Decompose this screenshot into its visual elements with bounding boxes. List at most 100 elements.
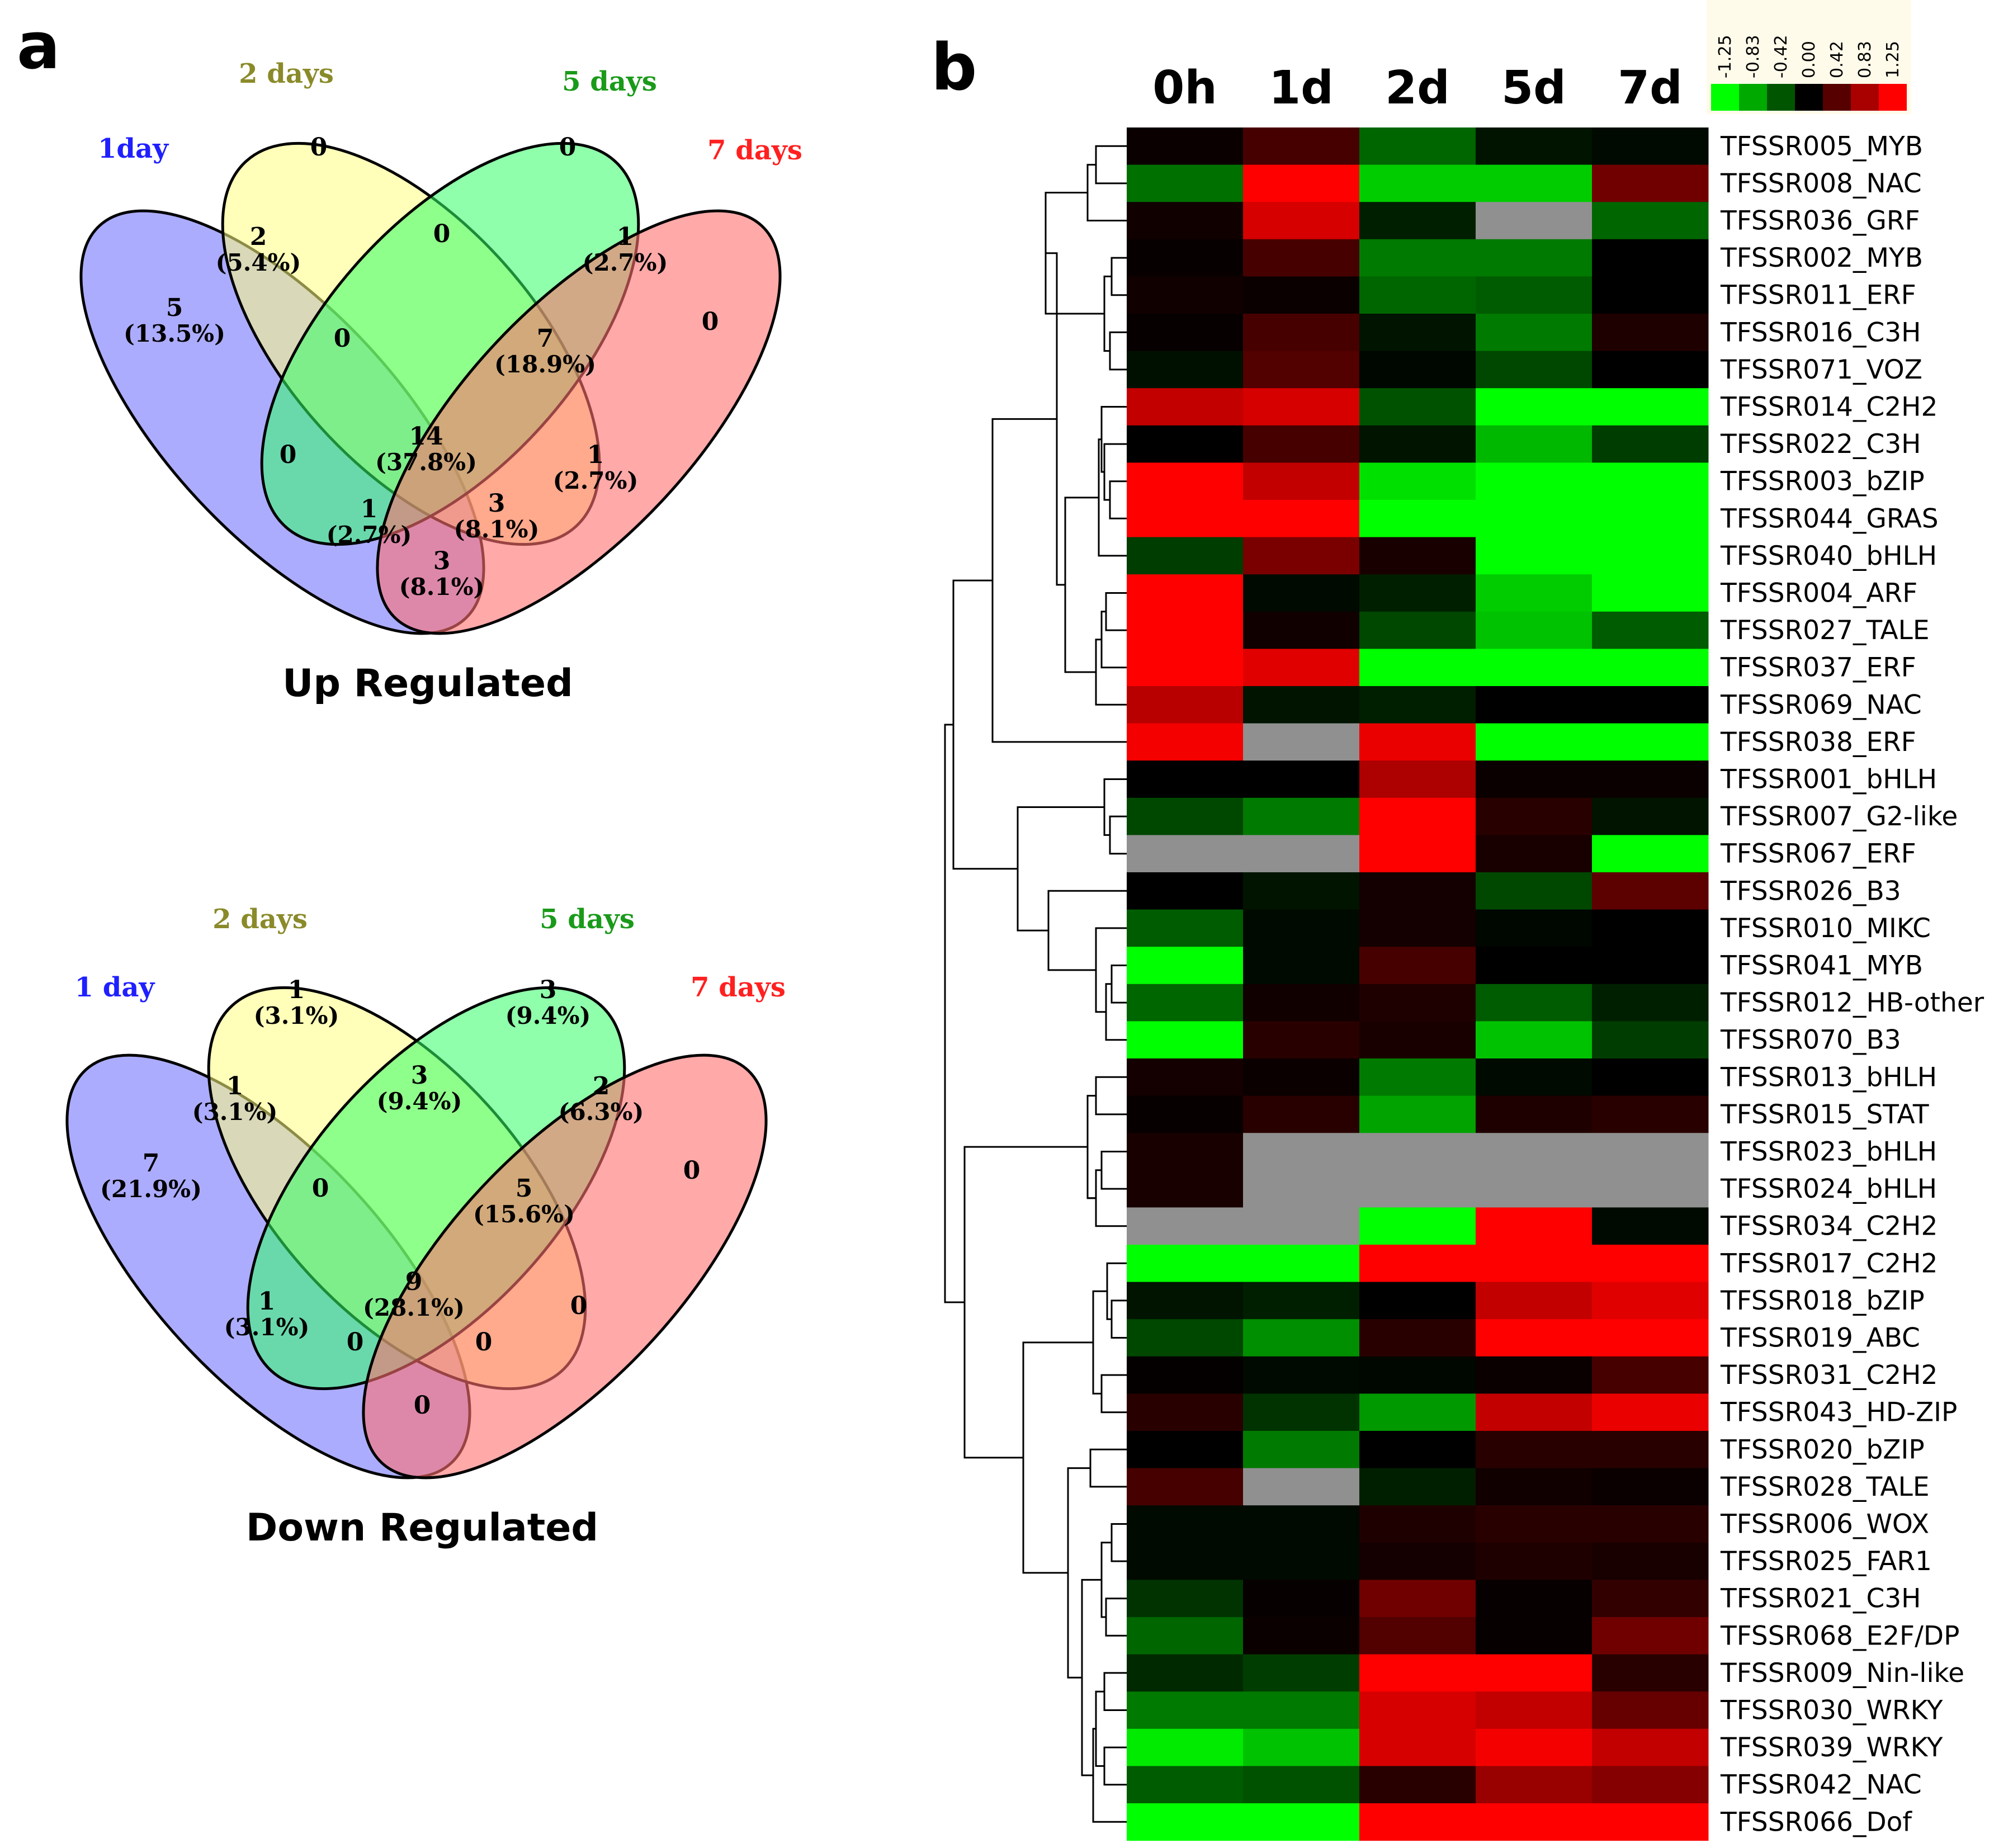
- heatmap-cell: [1592, 537, 1709, 575]
- heatmap-cell: [1127, 611, 1244, 649]
- heatmap-cell: [1243, 1356, 1360, 1394]
- heatmap-cell: [1592, 1728, 1709, 1766]
- legend-tick-label: 0.83: [1855, 41, 1875, 78]
- heatmap-cell: [1476, 909, 1593, 947]
- heatmap-cell: [1592, 1766, 1709, 1804]
- dendrogram-branch: [1022, 1341, 1093, 1574]
- heatmap-cell: [1243, 1691, 1360, 1729]
- heatmap-row-label: TFSSR015_STAT: [1720, 1099, 1929, 1130]
- heatmap-row-label: TFSSR011_ERF: [1720, 280, 1916, 311]
- heatmap-row-label: TFSSR009_Nin-like: [1720, 1658, 1964, 1689]
- heatmap-cell: [1243, 500, 1360, 538]
- heatmap-row-label: TFSSR028_TALE: [1720, 1472, 1930, 1502]
- heatmap-row-label: TFSSR020_bZIP: [1720, 1434, 1925, 1465]
- heatmap-cell: [1476, 537, 1593, 575]
- venn-up-count-BC: 0: [433, 220, 451, 248]
- heatmap-cell: [1359, 537, 1476, 575]
- heatmap-cell: [1243, 1207, 1360, 1245]
- heatmap-cell: [1359, 1505, 1476, 1543]
- heatmap-cell: [1127, 537, 1244, 575]
- heatmap-cell: [1592, 1431, 1709, 1469]
- dendrogram-branch: [1103, 1672, 1127, 1711]
- heatmap-cell: [1476, 1282, 1593, 1320]
- heatmap-cell: [1592, 1654, 1709, 1692]
- heatmap-row-label: TFSSR001_bHLH: [1720, 764, 1937, 795]
- venn-up-pct-BCD: (18.9%): [494, 351, 596, 378]
- venn-down-pct-BCD: (15.6%): [473, 1201, 575, 1228]
- heatmap-row-label: TFSSR010_MIKC: [1720, 913, 1931, 944]
- heatmap-cell: [1592, 1058, 1709, 1096]
- heatmap-column-label: 2d: [1385, 62, 1450, 115]
- heatmap-cell: [1127, 1803, 1244, 1841]
- dendrogram-branch: [1111, 257, 1127, 296]
- venn-down-pct-ABCD: (28.1%): [363, 1294, 465, 1321]
- heatmap-cell: [1592, 909, 1709, 947]
- heatmap-cell: [1243, 1245, 1360, 1283]
- heatmap-cell: [1476, 1133, 1593, 1171]
- heatmap-cell: [1592, 276, 1709, 314]
- legend-tick-label: 0.42: [1827, 41, 1847, 78]
- venn-down-pct-CD: (6.3%): [559, 1098, 644, 1126]
- heatmap-row-label: TFSSR018_bZIP: [1720, 1285, 1925, 1316]
- heatmap-row-label: TFSSR006_WOX: [1720, 1509, 1929, 1540]
- heatmap-cell: [1127, 1691, 1244, 1729]
- heatmap-cell: [1127, 1133, 1244, 1171]
- heatmap-cell: [1243, 984, 1360, 1022]
- heatmap-cell: [1476, 1654, 1593, 1692]
- heatmap-cell: [1592, 1170, 1709, 1208]
- venn-down-count-CD: 2: [593, 1072, 610, 1100]
- venn-down-label-5days: 5 days: [540, 904, 635, 935]
- venn-up-count-B: 0: [310, 133, 328, 162]
- heatmap-cell: [1592, 314, 1709, 352]
- dendrogram-branch: [963, 1146, 1088, 1459]
- heatmap-cell: [1359, 574, 1476, 612]
- dendrogram-branch: [1098, 438, 1127, 557]
- heatmap-cell: [1127, 1431, 1244, 1469]
- heatmap-cell: [1127, 1207, 1244, 1245]
- dendrogram-branch: [1092, 1290, 1107, 1395]
- heatmap-row-labels: TFSSR005_MYB TFSSR008_NAC TFSSR036_GRF TFSS…: [1720, 131, 1984, 1837]
- heatmap-cell: [1243, 909, 1360, 947]
- heatmap-cell: [1127, 202, 1244, 240]
- legend-swatch: [1739, 84, 1767, 111]
- venn-down-count-AC: 1: [258, 1287, 276, 1316]
- venn-up-count-D: 0: [702, 308, 719, 336]
- heatmap-cell: [1127, 947, 1244, 985]
- venn-up-region-labels: 0 02(5.4%)0 1(2.7%)5(13.5%) 0 7(18.9%)0014(3…: [124, 133, 719, 601]
- heatmap-cell: [1243, 1021, 1360, 1059]
- heatmap-cell: [1476, 500, 1593, 538]
- heatmap-cell: [1592, 1393, 1709, 1431]
- heatmap-cell: [1476, 1542, 1593, 1580]
- heatmap-cell: [1592, 835, 1709, 873]
- heatmap-cell: [1243, 574, 1360, 612]
- heatmap-row-label: TFSSR014_C2H2: [1720, 392, 1938, 423]
- heatmap-cell: [1243, 1431, 1360, 1469]
- dendrogram-branch: [1089, 1448, 1127, 1488]
- heatmap-cell: [1243, 388, 1360, 426]
- heatmap-cell: [1359, 723, 1476, 761]
- heatmap-cell: [1359, 909, 1476, 947]
- heatmap-cell: [1359, 1654, 1476, 1692]
- legend-swatch: [1823, 84, 1851, 111]
- heatmap-cell: [1243, 947, 1360, 985]
- heatmap-row-label: TFSSR021_C3H: [1720, 1584, 1921, 1614]
- dendrogram-branch: [1047, 890, 1127, 971]
- heatmap-cell: [1592, 1282, 1709, 1320]
- venn-down-ellipse-7days: [362, 1053, 768, 1480]
- venn-up-count-ACD: 1: [361, 495, 378, 523]
- heatmap-cell: [1476, 1431, 1593, 1469]
- dendrogram-branch: [1086, 164, 1127, 221]
- heatmap-cell: [1592, 1021, 1709, 1059]
- venn-down-count-B: 1: [288, 976, 305, 1004]
- heatmap-cell: [1243, 164, 1360, 202]
- heatmap-cell: [1243, 1505, 1360, 1543]
- heatmap-cell: [1127, 872, 1244, 910]
- heatmap-cell: [1359, 1580, 1476, 1618]
- venn-down-count-ABCD: 9: [405, 1268, 423, 1296]
- legend-tick-label: 1.25: [1883, 41, 1903, 78]
- heatmap-cell: [1592, 1245, 1709, 1283]
- venn-up-title: Up Regulated: [282, 661, 573, 706]
- dendrogram-branch: [1017, 806, 1104, 932]
- heatmap-cell: [1476, 239, 1593, 277]
